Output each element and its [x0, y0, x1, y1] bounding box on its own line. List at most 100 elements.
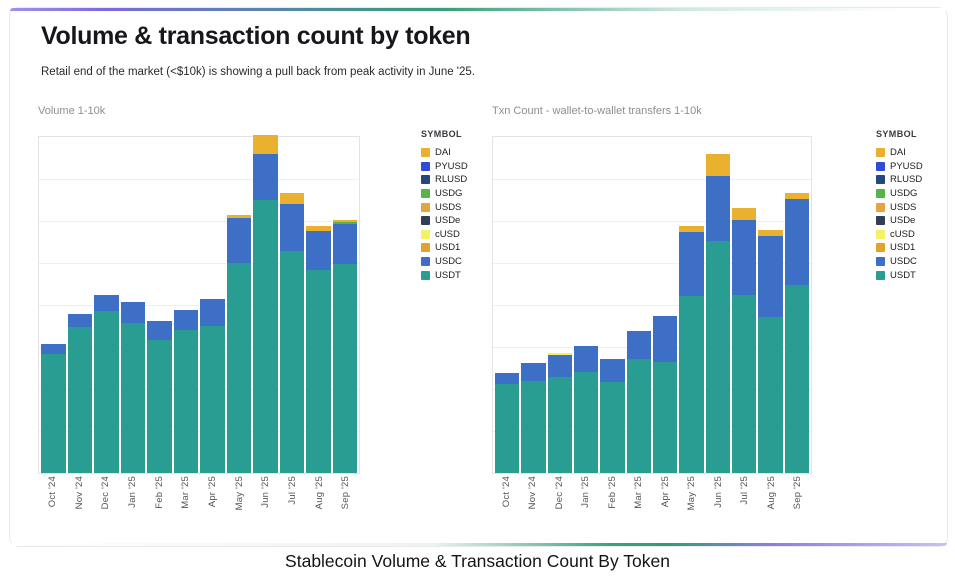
bar-segment-usdt[interactable] [600, 381, 625, 473]
bar-segment-usdc[interactable] [147, 321, 172, 340]
bar-segment-usdt[interactable] [279, 251, 304, 473]
legend-label: USD1 [890, 242, 916, 254]
bar-segment-usdc[interactable] [226, 217, 251, 263]
bar-segment-usdt[interactable] [784, 285, 809, 473]
bar-segment-dai[interactable] [306, 225, 331, 231]
bar-segment-dai[interactable] [226, 214, 251, 218]
bar-segment-usdt[interactable] [332, 263, 357, 473]
bar-segment-usdt[interactable] [705, 241, 730, 473]
bar-apr25[interactable] [200, 137, 225, 473]
bar-nov24[interactable] [67, 137, 92, 473]
bar-segment-usdt[interactable] [495, 383, 520, 473]
bar-segment-usdt[interactable] [547, 376, 572, 473]
bar-segment-usdt[interactable] [573, 372, 599, 473]
bar-segment-usdt[interactable] [521, 380, 546, 473]
bar-mar25[interactable] [173, 137, 198, 473]
bar-aug25[interactable] [758, 137, 783, 473]
bar-segment-usdc[interactable] [521, 363, 546, 381]
bar-segment-usdc[interactable] [705, 176, 730, 242]
bar-segment-usdc[interactable] [279, 203, 304, 252]
bar-segment-usdt[interactable] [626, 358, 651, 473]
bar-sep25[interactable] [784, 137, 809, 473]
bar-sep25[interactable] [332, 137, 357, 473]
x-tick-label: Aug '25 [313, 476, 325, 510]
bar-aug25[interactable] [306, 137, 331, 473]
bar-segment-usdc[interactable] [573, 345, 599, 373]
bar-jun25[interactable] [705, 137, 730, 473]
legend-swatch [876, 216, 885, 226]
legend-item-cusd: cUSD [421, 228, 501, 242]
bar-segment-usdc[interactable] [67, 314, 92, 327]
bar-oct24[interactable] [41, 137, 66, 473]
bar-segment-usdt[interactable] [173, 329, 198, 473]
legend-swatch [421, 189, 430, 199]
chart-title: Txn Count - wallet-to-wallet transfers 1… [492, 105, 702, 117]
bar-segment-usdt[interactable] [120, 323, 145, 473]
bar-segment-usdt[interactable] [758, 317, 783, 473]
bar-segment-usdc[interactable] [495, 372, 520, 384]
bar-jan25[interactable] [573, 137, 599, 473]
bar-segment-cusd[interactable] [547, 353, 572, 356]
bar-apr25[interactable] [652, 137, 678, 473]
bar-segment-usdc[interactable] [784, 199, 809, 286]
bar-segment-usdt[interactable] [652, 362, 678, 473]
bar-segment-usdc[interactable] [679, 232, 704, 296]
bar-feb25[interactable] [147, 137, 172, 473]
bar-segment-dai[interactable] [679, 226, 704, 233]
bar-segment-dai[interactable] [279, 193, 304, 204]
bar-jul25[interactable] [731, 137, 757, 473]
bar-segment-usdc[interactable] [600, 358, 625, 382]
bar-jan25[interactable] [120, 137, 145, 473]
legend-swatch [421, 257, 430, 267]
x-tick-label: Nov '24 [73, 476, 85, 510]
bar-segment-dai[interactable] [784, 193, 809, 200]
bar-segment-dai[interactable] [332, 220, 357, 223]
bar-segment-usdt[interactable] [41, 353, 66, 473]
bar-segment-usdt[interactable] [94, 311, 119, 473]
bar-segment-usdg[interactable] [332, 222, 357, 225]
bar-segment-usdc[interactable] [626, 331, 651, 359]
bar-segment-usdc[interactable] [200, 298, 225, 326]
bar-segment-usdt[interactable] [679, 295, 704, 473]
legend-label: cUSD [890, 228, 915, 240]
bar-segment-dai[interactable] [758, 230, 783, 237]
bar-may25[interactable] [679, 137, 704, 473]
bar-oct24[interactable] [495, 137, 520, 473]
bar-segment-usdc[interactable] [652, 315, 678, 363]
bar-segment-dai[interactable] [253, 134, 278, 155]
bar-segment-usdc[interactable] [332, 224, 357, 264]
bar-segment-usdt[interactable] [200, 325, 225, 473]
bar-segment-usdc[interactable] [173, 310, 198, 330]
bar-jun25[interactable] [253, 134, 278, 473]
bar-may25[interactable] [226, 137, 251, 473]
bar-nov24[interactable] [521, 137, 546, 473]
x-tick-label: Jan '25 [126, 476, 138, 508]
legend-item-rlusd: RLUSD [421, 173, 501, 187]
bar-segment-usdt[interactable] [147, 339, 172, 473]
bar-jul25[interactable] [279, 137, 304, 473]
bar-segment-usdc[interactable] [731, 219, 757, 296]
bar-dec24[interactable] [94, 137, 119, 473]
bar-segment-dai[interactable] [731, 208, 757, 220]
gridline [39, 431, 359, 432]
bar-dec24[interactable] [547, 137, 572, 473]
bar-segment-usdt[interactable] [306, 270, 331, 473]
bar-segment-usdc[interactable] [306, 230, 331, 271]
gridlines [493, 137, 811, 473]
bar-segment-usdc[interactable] [120, 301, 145, 324]
bar-segment-usdc[interactable] [547, 355, 572, 377]
bar-segment-usdc[interactable] [758, 236, 783, 318]
bar-segment-usdt[interactable] [67, 326, 92, 473]
bar-mar25[interactable] [626, 137, 651, 473]
bar-segment-usdt[interactable] [226, 262, 251, 473]
bar-segment-usdc[interactable] [253, 154, 278, 200]
bar-segment-usdt[interactable] [253, 199, 278, 473]
bar-feb25[interactable] [600, 137, 625, 473]
bar-segment-usdc[interactable] [41, 343, 66, 354]
page-subtitle: Retail end of the market (<$10k) is show… [41, 66, 475, 78]
bar-segment-dai[interactable] [705, 153, 730, 176]
legend-label: DAI [435, 147, 451, 159]
bar-segment-usdc[interactable] [94, 294, 119, 312]
legend-swatch [876, 148, 885, 158]
bar-segment-usdt[interactable] [731, 295, 757, 473]
